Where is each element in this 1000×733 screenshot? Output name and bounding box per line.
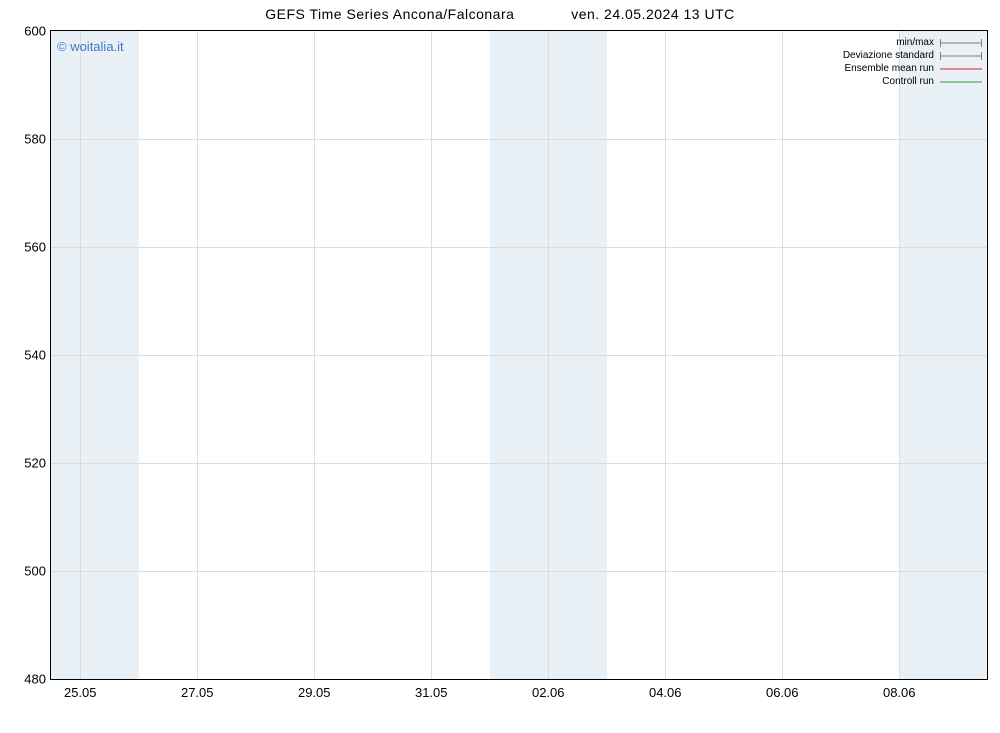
legend-label: min/max	[896, 36, 934, 49]
legend-sample	[940, 77, 982, 87]
x-tick-label: 02.06	[532, 685, 565, 700]
legend-row: Ensemble mean run	[843, 62, 982, 75]
gridline-horizontal	[51, 247, 987, 248]
chart-title: GEFS Time Series Ancona/Falconara ven. 2…	[0, 6, 1000, 22]
y-tick-label: 500	[6, 564, 46, 579]
legend-label: Controll run	[882, 75, 934, 88]
x-tick-label: 27.05	[181, 685, 214, 700]
gridline-horizontal	[51, 571, 987, 572]
watermark: © woitalia.it	[57, 39, 124, 54]
legend-label: Ensemble mean run	[845, 62, 935, 75]
legend-label: Deviazione standard	[843, 49, 934, 62]
x-tick-label: 06.06	[766, 685, 799, 700]
gridline-vertical	[665, 31, 666, 679]
gridline-vertical	[548, 31, 549, 679]
chart-title-right: ven. 24.05.2024 13 UTC	[571, 6, 735, 22]
gridline-vertical	[80, 31, 81, 679]
gridline-vertical	[314, 31, 315, 679]
legend-sample	[940, 51, 982, 61]
x-tick-label: 31.05	[415, 685, 448, 700]
y-tick-label: 600	[6, 24, 46, 39]
chart-title-left: GEFS Time Series Ancona/Falconara	[265, 6, 514, 22]
legend-row: min/max	[843, 36, 982, 49]
gridline-vertical	[782, 31, 783, 679]
legend-row: Controll run	[843, 75, 982, 88]
y-tick-label: 560	[6, 240, 46, 255]
legend-sample	[940, 38, 982, 48]
y-tick-label: 580	[6, 132, 46, 147]
chart-container: GEFS Time Series Ancona/Falconara ven. 2…	[0, 0, 1000, 733]
legend-row: Deviazione standard	[843, 49, 982, 62]
y-tick-label: 480	[6, 672, 46, 687]
gridline-horizontal	[51, 355, 987, 356]
gridline-vertical	[197, 31, 198, 679]
gridline-vertical	[899, 31, 900, 679]
legend: min/maxDeviazione standardEnsemble mean …	[843, 36, 982, 88]
x-tick-label: 25.05	[64, 685, 97, 700]
x-tick-label: 04.06	[649, 685, 682, 700]
legend-sample	[940, 64, 982, 74]
x-tick-label: 08.06	[883, 685, 916, 700]
gridline-horizontal	[51, 139, 987, 140]
plot-area: © woitalia.it	[50, 30, 988, 680]
y-tick-label: 520	[6, 456, 46, 471]
y-tick-label: 540	[6, 348, 46, 363]
gridline-horizontal	[51, 463, 987, 464]
x-tick-label: 29.05	[298, 685, 331, 700]
gridline-vertical	[431, 31, 432, 679]
